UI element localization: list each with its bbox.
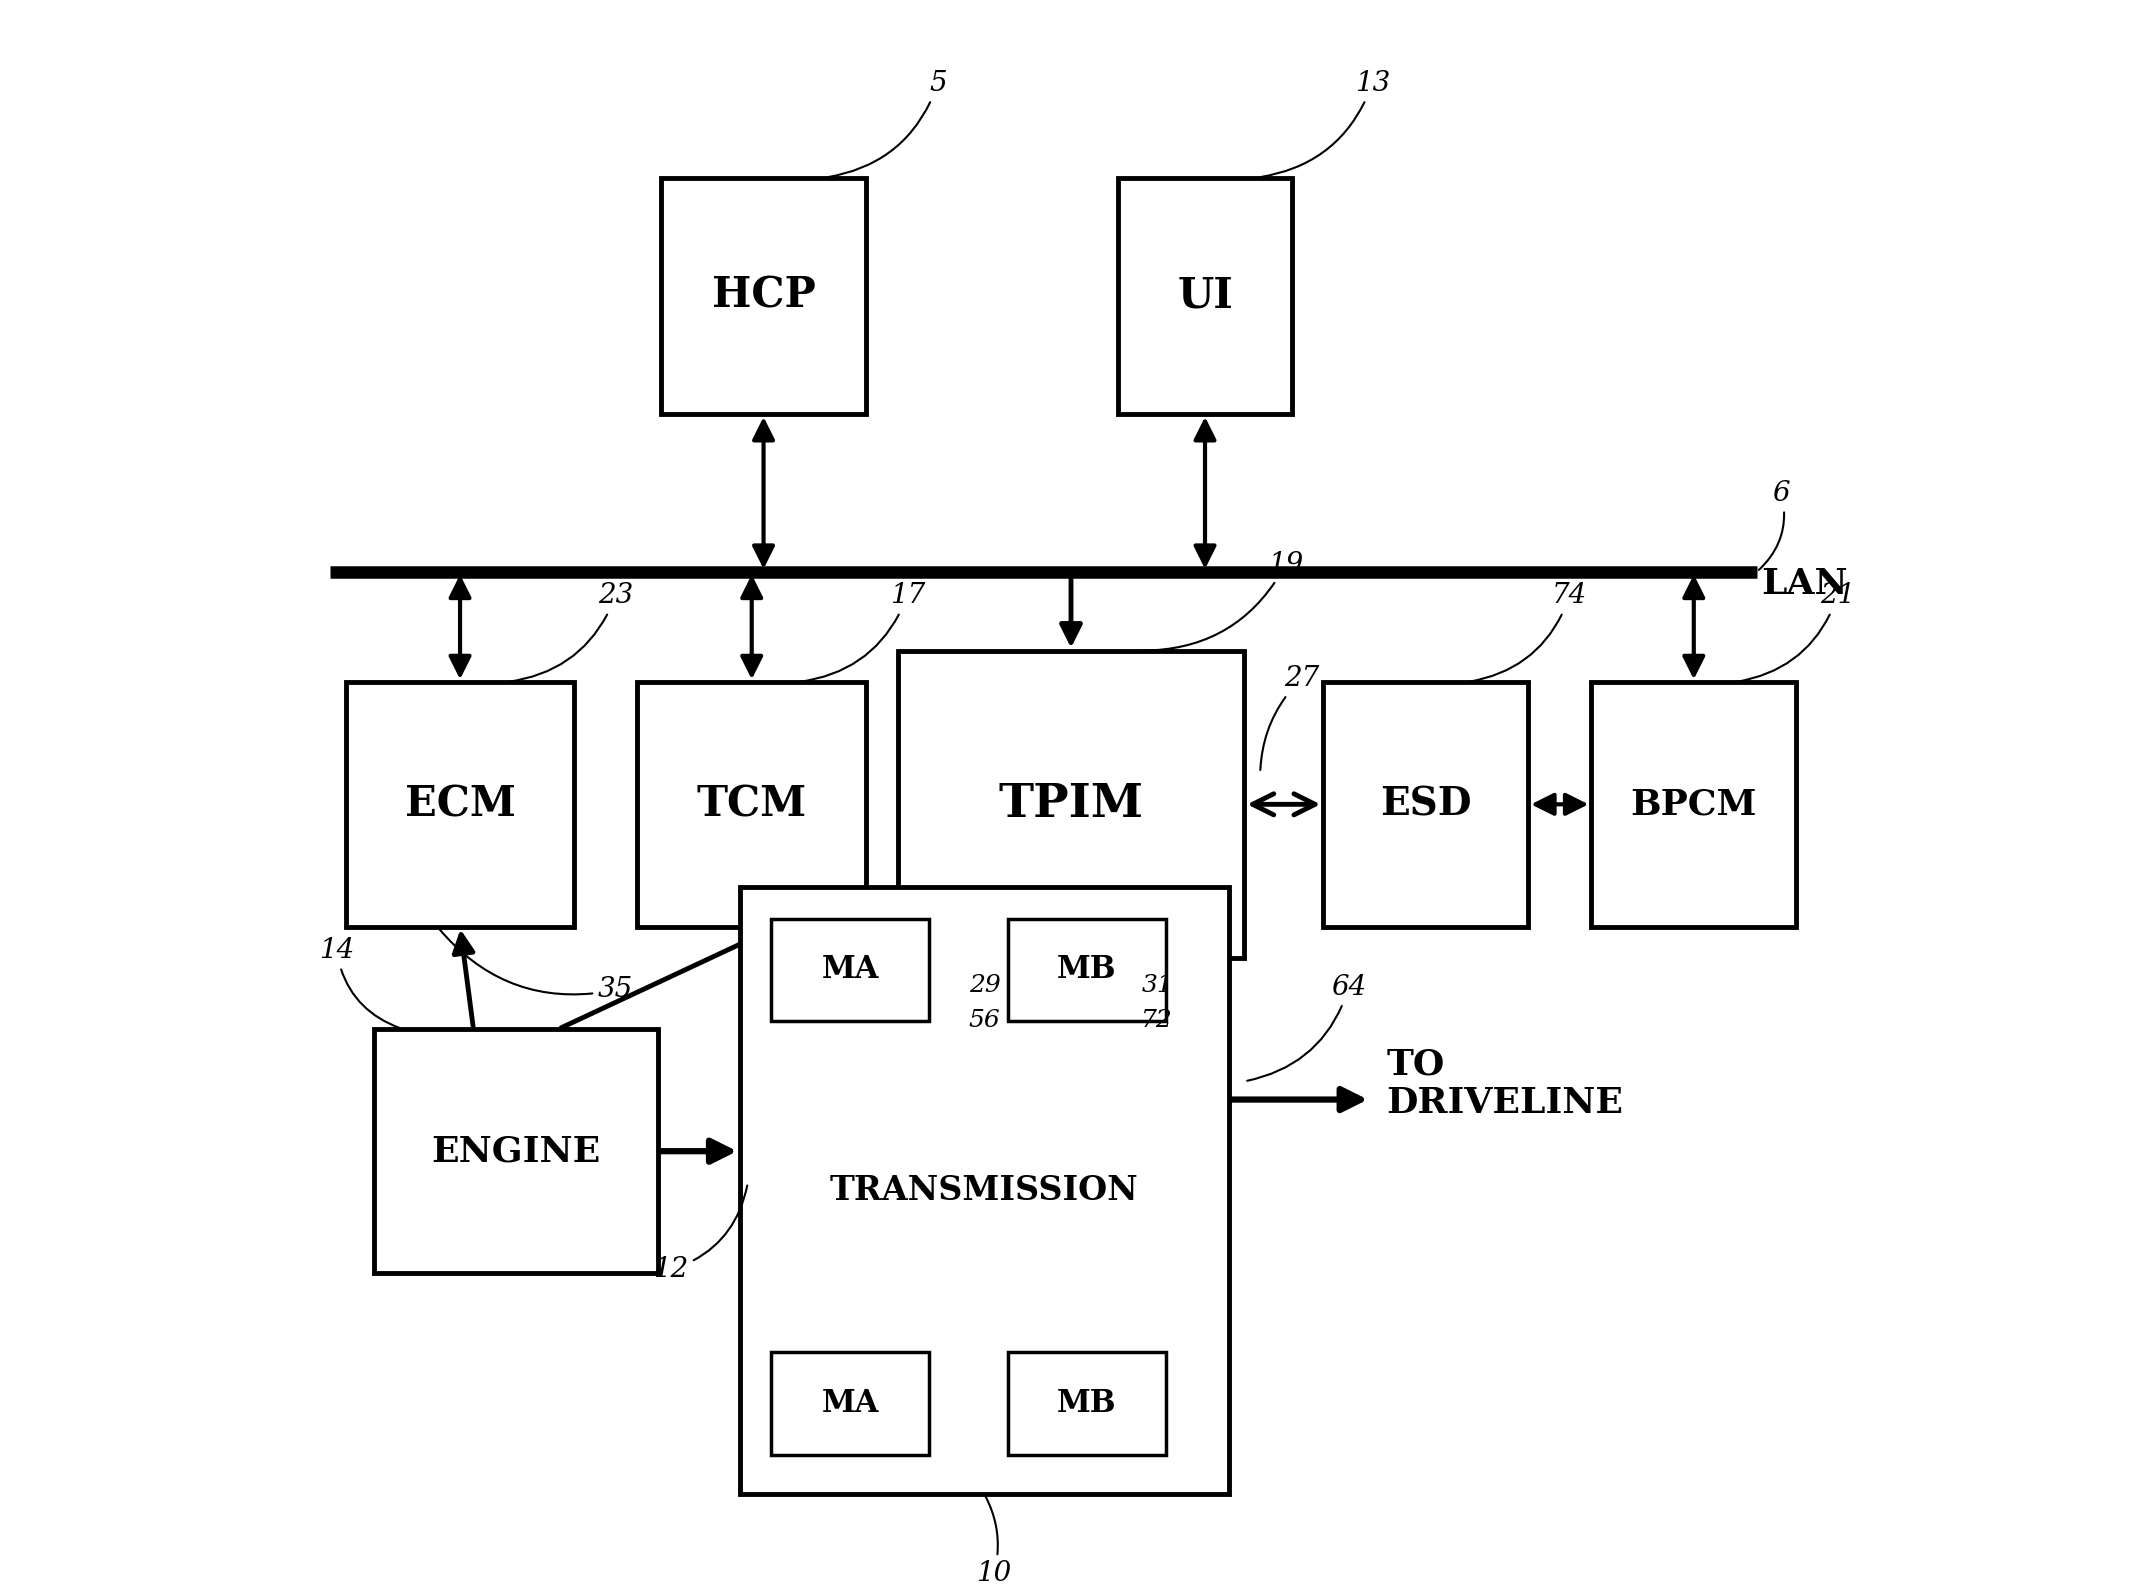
Text: 14: 14 xyxy=(319,937,401,1028)
Text: TPIM: TPIM xyxy=(998,781,1144,827)
FancyBboxPatch shape xyxy=(771,1352,930,1454)
Text: ENGINE: ENGINE xyxy=(431,1134,600,1168)
Text: LAN: LAN xyxy=(1761,568,1849,601)
FancyBboxPatch shape xyxy=(1324,683,1527,926)
Text: BPCM: BPCM xyxy=(1630,788,1756,821)
FancyBboxPatch shape xyxy=(771,918,930,1021)
FancyBboxPatch shape xyxy=(638,683,865,926)
Text: MB: MB xyxy=(1056,955,1116,985)
Text: 13: 13 xyxy=(1259,70,1390,177)
FancyBboxPatch shape xyxy=(345,683,574,926)
Text: 35: 35 xyxy=(439,929,634,1004)
Text: 17: 17 xyxy=(801,582,925,683)
FancyBboxPatch shape xyxy=(375,1029,658,1273)
Text: 72: 72 xyxy=(1142,1009,1174,1031)
Text: 5: 5 xyxy=(827,70,947,177)
Text: TO
DRIVELINE: TO DRIVELINE xyxy=(1386,1047,1624,1120)
Text: 21: 21 xyxy=(1737,582,1855,681)
FancyBboxPatch shape xyxy=(662,178,865,414)
Text: MB: MB xyxy=(1056,1387,1116,1419)
FancyBboxPatch shape xyxy=(1009,1352,1165,1454)
Text: 56: 56 xyxy=(968,1009,1000,1031)
Text: MA: MA xyxy=(823,955,878,985)
Text: 12: 12 xyxy=(653,1185,748,1284)
Text: TRANSMISSION: TRANSMISSION xyxy=(829,1174,1140,1208)
Text: 10: 10 xyxy=(977,1497,1011,1586)
Text: TCM: TCM xyxy=(696,783,808,826)
Text: 74: 74 xyxy=(1469,582,1587,681)
Text: UI: UI xyxy=(1178,275,1234,317)
FancyBboxPatch shape xyxy=(1592,683,1797,926)
FancyBboxPatch shape xyxy=(739,888,1230,1494)
Text: 64: 64 xyxy=(1247,974,1367,1080)
Text: 27: 27 xyxy=(1259,665,1319,770)
Text: 29: 29 xyxy=(968,974,1000,998)
Text: 19: 19 xyxy=(1144,550,1302,651)
Text: 6: 6 xyxy=(1759,480,1791,570)
Text: HCP: HCP xyxy=(711,275,816,317)
Text: 31: 31 xyxy=(1142,974,1174,998)
Text: ECM: ECM xyxy=(405,783,516,826)
FancyBboxPatch shape xyxy=(897,651,1245,958)
FancyBboxPatch shape xyxy=(1009,918,1165,1021)
Text: MA: MA xyxy=(823,1387,878,1419)
Text: 23: 23 xyxy=(508,582,634,683)
Text: ESD: ESD xyxy=(1379,786,1472,823)
FancyBboxPatch shape xyxy=(1118,178,1292,414)
